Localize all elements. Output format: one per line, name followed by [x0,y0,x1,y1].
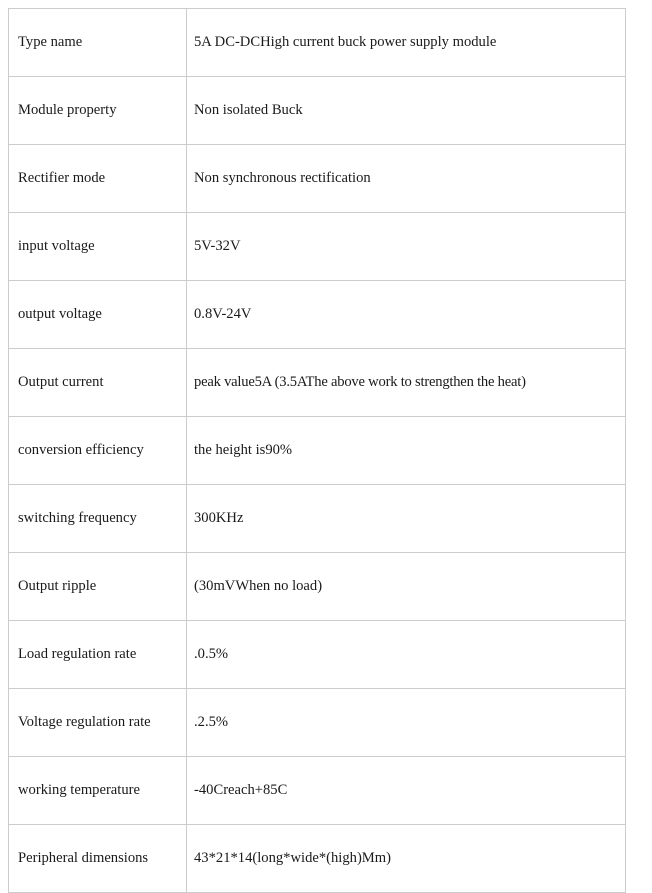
row-value-working-temperature: -40Creach+85C [186,756,626,825]
row-label-conversion-efficiency: conversion efficiency [8,416,187,485]
specification-table-body: Type name 5A DC-DCHigh current buck powe… [8,8,626,893]
row-value-output-voltage: 0.8V-24V [186,280,626,349]
table-row: Peripheral dimensions 43*21*14(long*wide… [8,824,626,893]
table-row: conversion efficiency the height is90% [8,416,626,485]
table-row: Rectifier mode Non synchronous rectifica… [8,144,626,213]
table-row: Voltage regulation rate .2.5% [8,688,626,757]
row-label-input-voltage: input voltage [8,212,187,281]
table-row: working temperature -40Creach+85C [8,756,626,825]
row-label-module-property: Module property [8,76,187,145]
row-label-type-name: Type name [8,8,187,77]
row-value-rectifier-mode: Non synchronous rectification [186,144,626,213]
row-value-output-current: peak value5A (3.5AThe above work to stre… [186,348,626,417]
row-label-load-regulation-rate: Load regulation rate [8,620,187,689]
row-label-peripheral-dimensions: Peripheral dimensions [8,824,187,893]
row-value-switching-frequency: 300KHz [186,484,626,553]
specification-table-container: Type name 5A DC-DCHigh current buck powe… [8,8,626,893]
row-value-input-voltage: 5V-32V [186,212,626,281]
row-label-working-temperature: working temperature [8,756,187,825]
row-label-output-ripple: Output ripple [8,552,187,621]
row-value-type-name: 5A DC-DCHigh current buck power supply m… [186,8,626,77]
row-label-switching-frequency: switching frequency [8,484,187,553]
table-row: switching frequency 300KHz [8,484,626,553]
row-label-output-voltage: output voltage [8,280,187,349]
table-row: Type name 5A DC-DCHigh current buck powe… [8,8,626,77]
table-row: Output current peak value5A (3.5AThe abo… [8,348,626,417]
row-value-output-ripple: (30mVWhen no load) [186,552,626,621]
specification-table: Type name 5A DC-DCHigh current buck powe… [8,8,626,893]
row-label-rectifier-mode: Rectifier mode [8,144,187,213]
table-row: Module property Non isolated Buck [8,76,626,145]
table-row: Load regulation rate .0.5% [8,620,626,689]
row-value-conversion-efficiency: the height is90% [186,416,626,485]
row-value-voltage-regulation-rate: .2.5% [186,688,626,757]
table-row: input voltage 5V-32V [8,212,626,281]
table-row: output voltage 0.8V-24V [8,280,626,349]
row-value-load-regulation-rate: .0.5% [186,620,626,689]
table-row: Output ripple (30mVWhen no load) [8,552,626,621]
row-label-output-current: Output current [8,348,187,417]
row-label-voltage-regulation-rate: Voltage regulation rate [8,688,187,757]
row-value-module-property: Non isolated Buck [186,76,626,145]
row-value-peripheral-dimensions: 43*21*14(long*wide*(high)Mm) [186,824,626,893]
